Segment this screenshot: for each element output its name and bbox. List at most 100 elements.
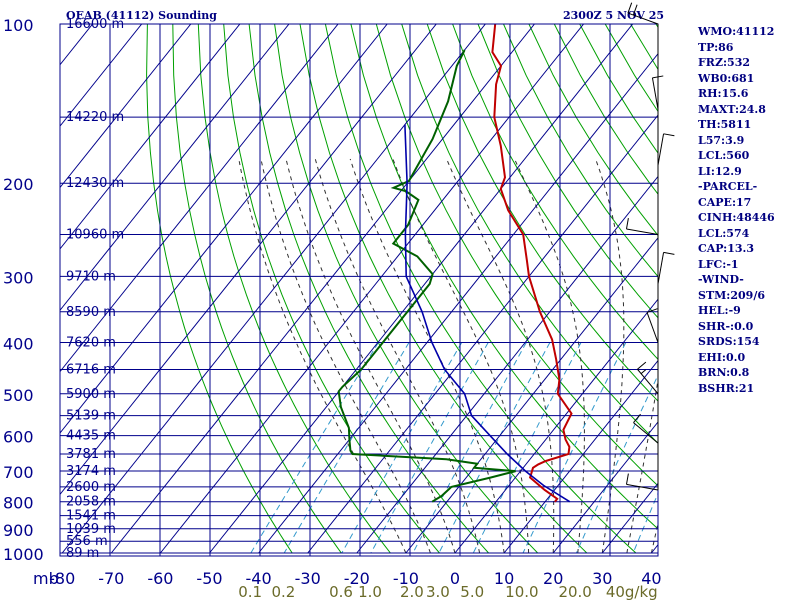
- index-line: HEL:-9: [698, 304, 741, 317]
- moist-adiabat: [626, 376, 658, 554]
- pressure-tick-label: 600: [3, 428, 34, 447]
- pressure-tick-label: 500: [3, 386, 34, 405]
- pressure-tick-label: 800: [3, 494, 34, 513]
- isotherm: [356, 175, 658, 554]
- height-label: 7620 m: [66, 335, 116, 350]
- wind-barb-staff: [646, 312, 659, 343]
- mixing-ratio-label: 20.0: [558, 583, 591, 600]
- mixing-ratio-label: 1.0: [358, 583, 382, 600]
- moist-adiabat: [260, 158, 431, 554]
- index-line: WB0:681: [698, 71, 755, 85]
- height-label: 1039 m: [66, 522, 116, 537]
- dry-adiabat: [299, 24, 588, 554]
- height-label: 3174 m: [66, 464, 116, 479]
- dry-adiabat: [274, 24, 539, 554]
- mixing-ratio-label: 3.0: [426, 583, 450, 600]
- index-line: LCL:560: [698, 149, 750, 162]
- wind-barb-staff: [633, 422, 659, 444]
- height-label: 3781 m: [66, 447, 116, 462]
- isotherm: [258, 52, 658, 554]
- plot-area: [60, 24, 658, 556]
- wind-barb-flag: [627, 2, 633, 14]
- wind-barb: [651, 75, 664, 110]
- wind-barb-staff: [627, 12, 659, 25]
- temp-tick-label: -20: [344, 569, 370, 588]
- wind-barb-flag: [637, 361, 647, 370]
- moist-adiabat: [285, 158, 456, 554]
- height-label: 9710 m: [66, 269, 116, 284]
- pressure-tick-label: 400: [3, 334, 34, 353]
- dry-adiabat: [197, 24, 391, 554]
- index-line: SHR-:0.0: [698, 319, 754, 333]
- pressure-tick-label: 1000: [3, 545, 44, 564]
- moist-adiabat: [595, 158, 625, 554]
- wind-barb-staff: [626, 483, 659, 491]
- mixing-ratio-line: [250, 342, 379, 554]
- pressure-tick-label: 300: [3, 268, 34, 287]
- isotherm: [60, 24, 437, 496]
- height-label: 2600 m: [66, 480, 116, 495]
- isotherm: [60, 24, 290, 312]
- wind-barb: [646, 308, 659, 343]
- mixing-ratio-line: [575, 374, 658, 554]
- mixing-ratio-label: 0.6: [329, 583, 353, 600]
- index-line: BSHR:21: [698, 381, 755, 395]
- height-label: 14220 m: [66, 110, 124, 125]
- wind-barb-flag: [646, 308, 658, 313]
- isotherm: [503, 359, 658, 554]
- isotherm: [160, 24, 584, 554]
- wind-barb-flag: [625, 218, 629, 230]
- wind-barb-staff: [626, 228, 659, 236]
- dry-adiabat: [146, 24, 293, 554]
- isotherm: [60, 24, 339, 373]
- mixing-ratio-label: 5.0: [460, 583, 484, 600]
- stability-indices-panel: WMO:41112 TP:86 FRZ:532 WB0:681 RH:15.6 MAXT:…: [698, 24, 798, 396]
- index-line: LFC:-1: [698, 257, 739, 271]
- temp-tick-label: 30: [592, 569, 612, 588]
- mixing-ratio-line: [472, 342, 582, 554]
- pressure-tick-label: 900: [3, 521, 34, 540]
- valid-time: 2300Z 5 NOV 25: [563, 9, 665, 22]
- wind-barb: [625, 218, 659, 236]
- index-line: MAXT:24.8: [698, 102, 766, 116]
- temp-tick-label: -10: [393, 569, 419, 588]
- index-line: BRN:0.8: [698, 366, 750, 379]
- wind-barb-flag: [640, 369, 647, 375]
- height-label: 556 m: [66, 534, 108, 549]
- wind-barb-flag: [632, 4, 638, 16]
- index-line: -WIND-: [698, 273, 744, 286]
- temp-tick-label: 40: [641, 569, 661, 588]
- temp-tick-label: 10: [494, 569, 514, 588]
- isotherm: [60, 24, 143, 127]
- index-line: STM:209/6: [698, 288, 765, 302]
- wind-barb: [637, 361, 659, 395]
- index-line: EHI:0.0: [698, 350, 746, 364]
- pressure-tick-label: 700: [3, 463, 34, 482]
- index-line: LCL:574: [698, 226, 750, 240]
- height-label: 5139 m: [66, 409, 116, 424]
- wind-barb-staff: [657, 133, 665, 166]
- temp-tick-label: -70: [98, 569, 124, 588]
- index-line: LI:12.9: [698, 164, 742, 178]
- height-label: 5900 m: [66, 387, 116, 402]
- moist-adiabat: [392, 158, 530, 554]
- isotherm: [60, 24, 388, 434]
- index-line: FRZ:532: [698, 56, 751, 69]
- moist-adiabat: [349, 158, 505, 554]
- index-line: L57:3.9: [698, 133, 745, 147]
- wind-barb: [627, 2, 659, 25]
- dry-adiabat: [248, 24, 489, 554]
- isotherm: [110, 24, 535, 554]
- height-label: 1541 m: [66, 509, 116, 524]
- mixing-ratio-label: 0.2: [272, 583, 296, 600]
- dry-adiabat: [375, 24, 658, 487]
- mixing-ratio-label: 2.0: [400, 583, 424, 600]
- mixing-ratio-line: [412, 342, 527, 554]
- index-line: CAP:13.3: [698, 242, 755, 255]
- temp-tick-label: 0: [450, 569, 460, 588]
- isotherm: [454, 298, 658, 554]
- chart-title: OEAB (41112) Sounding: [66, 9, 217, 22]
- index-line: -PARCEL-: [698, 180, 758, 193]
- wind-barb-staff: [651, 77, 659, 110]
